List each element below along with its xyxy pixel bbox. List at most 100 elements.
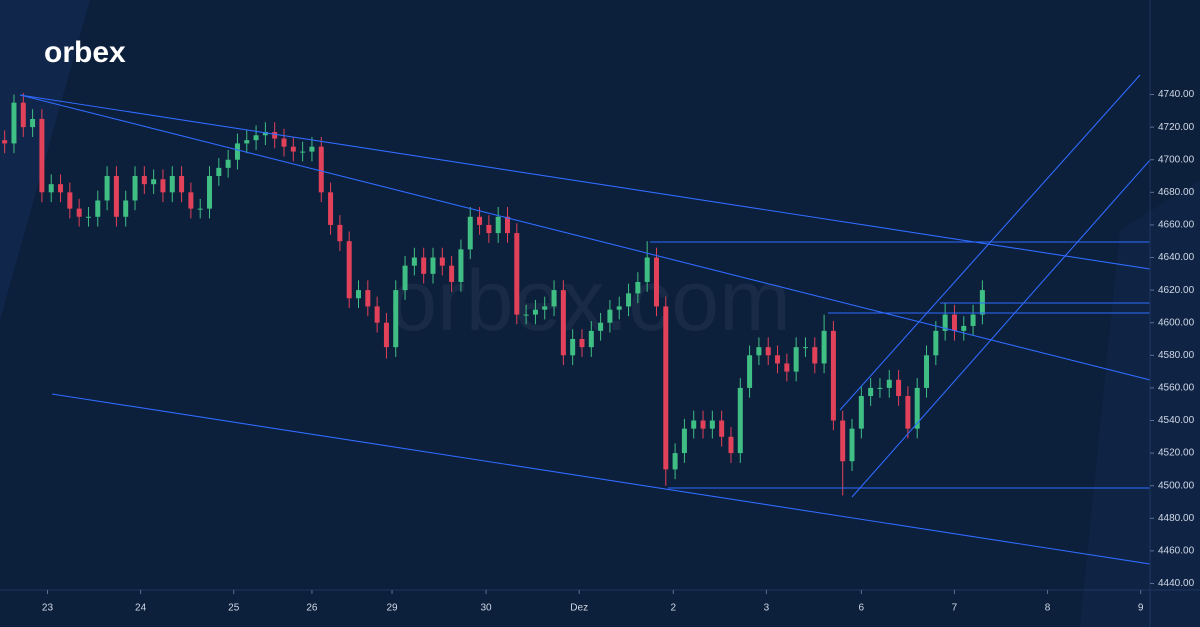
candle-body bbox=[551, 290, 557, 307]
candle-body bbox=[477, 216, 483, 225]
candle-body bbox=[728, 436, 734, 454]
candle-body bbox=[123, 200, 129, 217]
channel-line bbox=[839, 74, 1141, 411]
candle-body bbox=[653, 257, 659, 307]
candle-body bbox=[979, 290, 985, 315]
candle-body bbox=[188, 192, 194, 209]
y-tick-label: 4660.00 bbox=[1158, 220, 1195, 231]
candle-body bbox=[691, 420, 697, 429]
candle-body bbox=[309, 146, 315, 152]
background-shape bbox=[0, 0, 90, 320]
background-shape bbox=[1080, 180, 1200, 627]
candle-body bbox=[886, 379, 892, 388]
candle-body bbox=[48, 184, 54, 193]
candle-body bbox=[905, 396, 911, 429]
x-tick-label: 29 bbox=[386, 603, 398, 614]
candle-body bbox=[421, 257, 427, 274]
x-tick-label: 23 bbox=[42, 603, 54, 614]
candle-body bbox=[76, 208, 82, 217]
candle-body bbox=[495, 216, 501, 234]
candle-body bbox=[933, 330, 939, 356]
candle-body bbox=[793, 347, 799, 372]
candle-body bbox=[290, 146, 296, 152]
candle-body bbox=[747, 355, 753, 388]
candle-body bbox=[802, 347, 808, 349]
candle-body bbox=[616, 306, 622, 310]
candle-body bbox=[132, 176, 138, 201]
x-tick-label: 9 bbox=[1138, 603, 1144, 614]
candle-body bbox=[644, 257, 650, 282]
candle-body bbox=[830, 330, 836, 421]
candle-body bbox=[821, 330, 827, 364]
x-tick-label: 24 bbox=[135, 603, 147, 614]
candle-body bbox=[588, 330, 594, 348]
candle-body bbox=[840, 420, 846, 462]
candle-body bbox=[225, 159, 231, 168]
candle-body bbox=[244, 140, 250, 144]
candle-body bbox=[169, 176, 175, 193]
candle-body bbox=[234, 143, 240, 160]
candle-body bbox=[672, 453, 678, 470]
candle-body bbox=[365, 290, 371, 307]
trend-line bbox=[51, 393, 1151, 565]
y-tick-label: 4680.00 bbox=[1158, 187, 1195, 198]
candle-body bbox=[383, 322, 389, 348]
trend-line bbox=[19, 94, 1151, 270]
candle-body bbox=[914, 387, 920, 429]
candle-body bbox=[104, 176, 110, 201]
candle-body bbox=[523, 314, 529, 316]
y-tick-label: 4500.00 bbox=[1158, 480, 1195, 491]
candle-body bbox=[681, 428, 687, 454]
candle-body bbox=[607, 309, 613, 323]
candle-body bbox=[756, 347, 762, 356]
candle-body bbox=[58, 184, 64, 193]
candle-body bbox=[356, 290, 362, 299]
candle-body bbox=[2, 140, 8, 144]
candle-body bbox=[30, 118, 36, 128]
candle-body bbox=[812, 347, 818, 364]
x-tick-label: 2 bbox=[670, 603, 676, 614]
candle-body bbox=[961, 325, 967, 331]
candle-body bbox=[579, 339, 585, 348]
candle-body bbox=[849, 428, 855, 462]
candle-body bbox=[300, 151, 306, 153]
candle-body bbox=[719, 420, 725, 437]
candle-body bbox=[207, 176, 213, 209]
trend-lines bbox=[19, 74, 1151, 565]
candle-body bbox=[439, 257, 445, 266]
candle-body bbox=[113, 176, 119, 217]
candle-body bbox=[328, 192, 334, 225]
candle-body bbox=[281, 138, 287, 147]
candle-body bbox=[896, 379, 902, 397]
candle-body bbox=[197, 208, 203, 210]
candle-body bbox=[253, 135, 259, 141]
candle-body bbox=[598, 322, 604, 331]
y-tick-label: 4600.00 bbox=[1158, 317, 1195, 328]
candle-body bbox=[663, 306, 669, 470]
y-tick-label: 4740.00 bbox=[1158, 89, 1195, 100]
candle-body bbox=[570, 339, 576, 356]
candle-body bbox=[151, 179, 157, 185]
y-tick-label: 4480.00 bbox=[1158, 513, 1195, 524]
candle-body bbox=[467, 216, 473, 250]
y-tick-label: 4700.00 bbox=[1158, 154, 1195, 165]
candle-body bbox=[141, 176, 147, 185]
candle-body bbox=[560, 290, 566, 356]
candle-body bbox=[337, 224, 343, 242]
candle-body bbox=[858, 396, 864, 429]
candle-body bbox=[532, 309, 538, 315]
y-tick-label: 4640.00 bbox=[1158, 252, 1195, 263]
y-tick-label: 4460.00 bbox=[1158, 546, 1195, 557]
candle-body bbox=[486, 224, 492, 234]
candle-body bbox=[85, 216, 91, 218]
candle-body bbox=[374, 306, 380, 323]
candle-body bbox=[635, 281, 641, 294]
candle-body bbox=[700, 420, 706, 429]
candle-body bbox=[402, 265, 408, 291]
candle-body bbox=[737, 387, 743, 454]
candle-body bbox=[179, 176, 185, 193]
x-tick-label: 8 bbox=[1045, 603, 1051, 614]
candle-body bbox=[318, 146, 324, 193]
candle-body bbox=[393, 290, 399, 348]
